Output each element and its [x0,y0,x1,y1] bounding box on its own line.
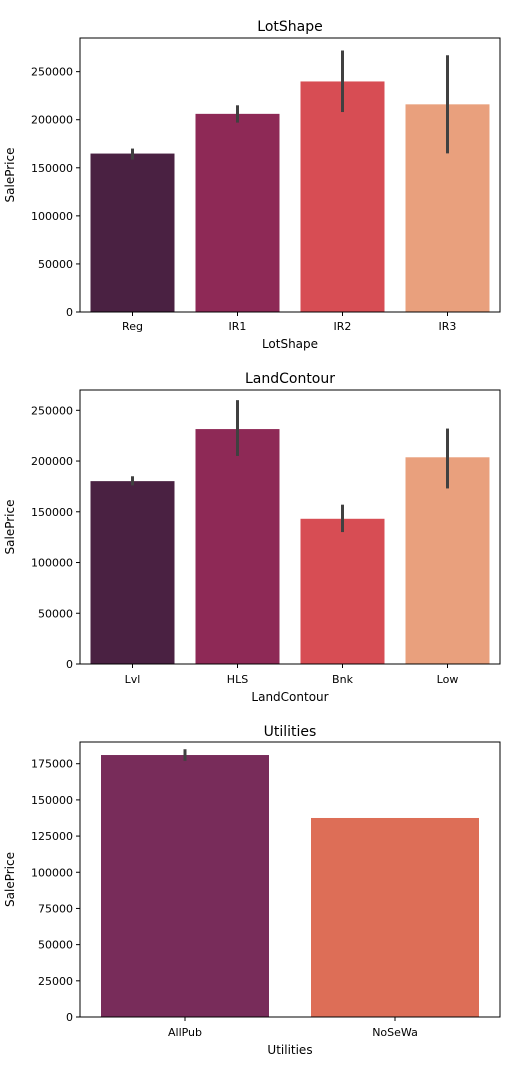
axes-frame [79,741,501,1018]
y-tick-label: 50000 [38,607,73,620]
y-tick-label: 0 [66,306,73,319]
y-tick-label: 250000 [31,404,73,417]
x-tick-label: HLS [227,673,248,686]
x-tick-label: Bnk [332,673,354,686]
bar-reg [90,153,175,312]
x-tick-label: Reg [122,320,143,333]
x-axis-label: LandContour [251,690,328,704]
bar-allpub [101,755,269,1017]
x-axis-label: LotShape [262,337,318,351]
x-tick-label: IR1 [229,320,247,333]
axes-frame [79,37,501,313]
y-tick-label: 75000 [38,902,73,915]
chart-2: 0 50000 100000 150000 200000 250000 Lvl HLS Bnk L… [3,371,501,704]
y-tick-label: 25000 [38,975,73,988]
y-tick-label: 150000 [31,794,73,807]
x-tick-label: IR3 [439,320,457,333]
y-tick-label: 200000 [31,114,73,127]
y-tick-label: 200000 [31,455,73,468]
chart-title: Utilities [264,724,317,740]
y-tick-label: 0 [66,1011,73,1024]
bar-bnk [300,518,385,664]
x-tick-label: Low [437,673,459,686]
x-tick-label: IR2 [334,320,352,333]
y-tick-label: 100000 [31,557,73,570]
bar-hls [195,429,280,664]
y-axis-label: SalePrice [3,148,17,203]
bar-lvl [90,481,175,664]
bar-ir1 [195,113,280,312]
y-tick-label: 150000 [31,162,73,175]
bar-low [405,457,490,664]
y-tick-label: 100000 [31,210,73,223]
x-tick-label: Lvl [125,673,141,686]
x-tick-label: AllPub [168,1026,202,1039]
y-tick-label: 100000 [31,866,73,879]
y-tick-label: 150000 [31,506,73,519]
chart-1: 0 50000 100000 150000 200000 250000 Reg IR1 IR2 I… [3,19,501,351]
chart-3: 0 25000 50000 75000 100000 125000 150000 175000… [3,724,501,1057]
x-tick-label: NoSeWa [372,1026,418,1039]
axes-frame [79,389,501,665]
y-tick-label: 0 [66,658,73,671]
y-tick-label: 250000 [31,66,73,79]
chart-title: LandContour [245,371,335,387]
bar-ir2 [300,81,385,312]
y-tick-label: 175000 [31,758,73,771]
y-axis-label: SalePrice [3,500,17,555]
y-tick-label: 50000 [38,258,73,271]
x-axis-label: Utilities [267,1043,312,1057]
y-tick-label: 50000 [38,939,73,952]
chart-title: LotShape [257,19,322,35]
y-tick-label: 125000 [31,830,73,843]
y-axis-label: SalePrice [3,852,17,907]
bar-nosewa [311,817,479,1017]
